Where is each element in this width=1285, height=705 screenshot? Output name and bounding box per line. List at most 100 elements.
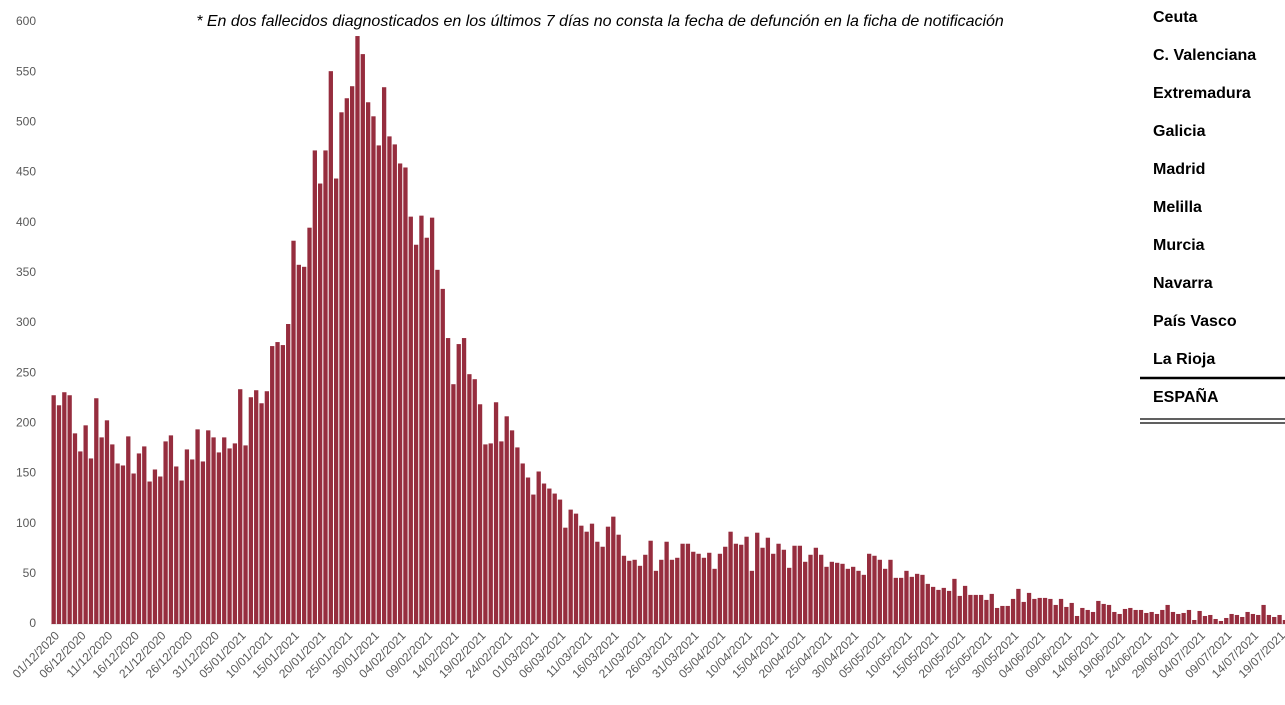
y-tick-label: 200 [16, 416, 36, 430]
bar [78, 451, 83, 624]
bar [643, 554, 648, 624]
bar [307, 227, 312, 624]
bar [88, 458, 94, 624]
bar [1186, 609, 1192, 624]
bar [893, 577, 898, 624]
bar [573, 513, 579, 624]
y-tick-label: 400 [16, 215, 36, 229]
bar [739, 544, 744, 624]
bar [803, 561, 808, 624]
bar [877, 559, 882, 624]
bar [824, 566, 829, 624]
y-tick-label: 100 [16, 516, 36, 530]
bar [403, 167, 408, 624]
bar [515, 447, 520, 624]
bar [1021, 601, 1026, 624]
bar [110, 444, 115, 624]
bar [749, 570, 755, 624]
bar [259, 403, 264, 624]
bar [744, 536, 749, 624]
bar [499, 441, 504, 624]
bar [1000, 605, 1005, 624]
bar [723, 546, 728, 624]
bar [440, 288, 445, 624]
bar [568, 509, 573, 624]
bar [334, 178, 339, 624]
y-tick-label: 450 [16, 165, 36, 179]
bar [1112, 611, 1117, 624]
bar [360, 54, 365, 624]
bar [163, 441, 168, 624]
bar [696, 553, 701, 624]
y-tick-label: 500 [16, 115, 36, 129]
bar [653, 570, 659, 624]
bar [381, 87, 387, 624]
bar [51, 395, 56, 624]
bar [280, 345, 286, 624]
table-background [1140, 0, 1285, 440]
bar [424, 237, 429, 624]
bar [952, 578, 957, 624]
bar [104, 420, 110, 624]
table-row-label: Ceuta [1153, 9, 1198, 26]
bar [328, 71, 333, 624]
bar [994, 607, 1000, 624]
bar [371, 116, 376, 625]
bar [120, 465, 126, 624]
bar [717, 553, 723, 624]
bar [72, 433, 78, 624]
bar [819, 554, 824, 624]
bar [1133, 609, 1138, 624]
bar [600, 546, 605, 624]
bar [525, 477, 531, 624]
bar [930, 586, 936, 624]
bar [467, 374, 472, 624]
bar [1042, 597, 1048, 624]
bar [1240, 616, 1245, 624]
bar [563, 527, 568, 624]
bar [158, 476, 163, 624]
bar [888, 559, 893, 624]
bar [973, 594, 978, 624]
table-row-label: Murcia [1153, 237, 1205, 254]
bar [472, 379, 477, 624]
bar [541, 483, 547, 624]
bar [94, 398, 99, 624]
bar [914, 573, 920, 624]
bar [1229, 613, 1234, 624]
table-row-label: ESPAÑA [1153, 386, 1219, 406]
bar [733, 543, 739, 624]
bar [882, 568, 888, 624]
bar [675, 557, 680, 624]
table-row-label: País Vasco [1153, 313, 1237, 330]
bar [493, 402, 499, 624]
bar [168, 435, 174, 624]
bar [707, 552, 712, 624]
bar [787, 567, 792, 624]
bar [419, 215, 424, 625]
bar [136, 453, 142, 624]
bar [451, 384, 456, 624]
table-row-label: C. Valenciana [1153, 47, 1256, 64]
y-tick-label: 600 [16, 14, 36, 28]
bar [589, 523, 595, 624]
bar [941, 587, 946, 624]
bar [669, 559, 675, 624]
bar [147, 481, 152, 624]
bar [978, 594, 984, 624]
bar [200, 461, 206, 624]
bar [1074, 615, 1080, 624]
bar [936, 589, 941, 624]
bar [216, 452, 222, 624]
bar [920, 574, 925, 624]
bar [1250, 613, 1256, 624]
bar [62, 392, 67, 624]
table-row-label: Navarra [1153, 275, 1213, 292]
y-tick-label: 150 [16, 466, 36, 480]
bar [227, 448, 232, 624]
bar [248, 397, 254, 624]
bar [392, 144, 397, 624]
bar [547, 488, 552, 624]
bar [1224, 617, 1229, 624]
table-row-label: Galicia [1153, 123, 1206, 140]
